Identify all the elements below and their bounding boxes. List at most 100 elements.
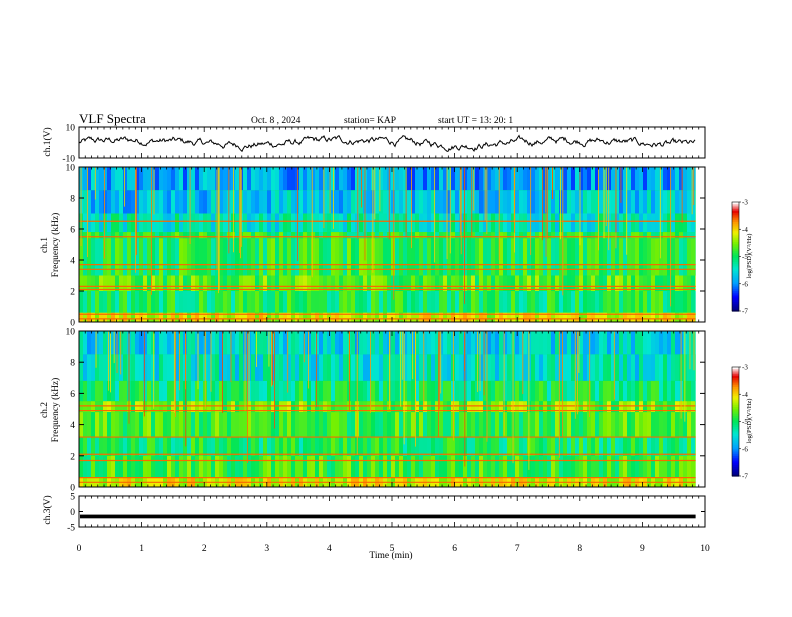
spectrogram-cell — [455, 331, 459, 355]
spectrogram-cell — [331, 401, 335, 413]
spectrogram-cell — [307, 275, 311, 291]
spectrogram-cell — [215, 312, 219, 322]
spectrogram-cell — [479, 232, 483, 239]
spectrogram-cell — [339, 167, 343, 191]
spectrogram-cell — [611, 354, 615, 381]
spectrogram-cell — [319, 331, 323, 355]
spectrogram-cell — [335, 401, 339, 413]
spectrogram-cell — [399, 401, 403, 413]
spectrogram-cell — [327, 455, 331, 478]
colorbar-swatch — [732, 394, 739, 397]
spectrogram-cell — [411, 412, 415, 438]
spectrogram-cell — [359, 232, 363, 239]
spectrogram-cell — [651, 354, 655, 381]
spectrogram-cell — [655, 437, 659, 456]
spectrogram-cell — [115, 437, 119, 456]
spectrogram-cell — [223, 190, 227, 214]
spectrogram-cell — [575, 455, 579, 478]
spectrogram-cell — [431, 167, 435, 191]
spectrogram-cell — [375, 437, 379, 456]
chart-title: VLF Spectra — [79, 111, 146, 126]
spectrogram-cell — [475, 455, 479, 478]
spectrogram-cell — [299, 238, 303, 276]
spectrogram-cell — [511, 213, 515, 233]
spectrogram-cell — [207, 437, 211, 456]
spectrogram-cell — [139, 331, 143, 355]
spectrogram-cell — [79, 312, 83, 322]
spectrogram-cell — [287, 455, 291, 478]
spectrogram-cell — [451, 232, 455, 239]
spectrogram-cell — [375, 380, 379, 402]
spectrogram-cell — [307, 291, 311, 313]
spectrogram-cell — [247, 213, 251, 233]
spectrogram-cell — [539, 354, 543, 381]
spectrogram-cell — [547, 455, 551, 478]
spectrogram-cell — [415, 232, 419, 239]
spectrogram-cell — [335, 412, 339, 438]
spectrogram-cell — [315, 455, 319, 478]
spectrogram-cell — [423, 380, 427, 402]
spectrogram-cell — [127, 213, 131, 233]
spectrogram-cell — [667, 190, 671, 214]
spectrogram-cell — [107, 238, 111, 276]
spectrogram-cell — [587, 401, 591, 413]
spectrogram-cell — [91, 380, 95, 402]
spectrogram-cell — [503, 331, 507, 355]
spectrogram-cell — [279, 238, 283, 276]
spectrogram-cell — [467, 455, 471, 478]
spectrogram-cell — [539, 380, 543, 402]
spectrogram-cell — [459, 312, 463, 322]
spectrogram-cell — [175, 312, 179, 322]
spectrogram-cell — [655, 190, 659, 214]
spectrogram-cell — [667, 380, 671, 402]
spectrogram-cell — [143, 291, 147, 313]
spectrogram-cell — [675, 167, 679, 191]
spectrogram-cell — [559, 312, 563, 322]
spectrogram-cell — [507, 412, 511, 438]
spectrogram-cell — [475, 190, 479, 214]
spectrogram-cell — [687, 455, 691, 478]
spectrogram-cell — [595, 412, 599, 438]
spectrogram-cell — [595, 455, 599, 478]
spectrogram-cell — [111, 380, 115, 402]
spectrogram-cell — [79, 380, 83, 402]
spectrogram-cell — [107, 401, 111, 413]
spectrogram-cell — [575, 354, 579, 381]
spectrogram-cell — [675, 437, 679, 456]
spectrogram-cell — [519, 238, 523, 276]
spectrogram-cell — [611, 190, 615, 214]
spectrogram-cell — [403, 412, 407, 438]
spectrogram-cell — [583, 380, 587, 402]
spectrogram-cell — [119, 401, 123, 413]
spectrogram-cell — [175, 412, 179, 438]
colorbar-swatch — [732, 203, 739, 207]
spectrogram-cell — [219, 354, 223, 381]
spectrogram-cell — [379, 401, 383, 413]
spectrogram-cell — [351, 213, 355, 233]
spectrogram-cell — [631, 455, 635, 478]
spectrogram-cell — [159, 354, 163, 381]
spectrogram-cell — [211, 354, 215, 381]
spectrogram-cell — [659, 275, 663, 291]
spectrogram-cell — [199, 238, 203, 276]
spectrogram-cell — [279, 167, 283, 191]
spectrogram-cell — [331, 331, 335, 355]
spectrogram-cell — [567, 167, 571, 191]
spectrogram-cell — [539, 213, 543, 233]
spectrogram-cell — [387, 455, 391, 478]
spectrogram-cell — [267, 401, 271, 413]
spectrogram-cell — [163, 291, 167, 313]
spectrogram-cell — [603, 291, 607, 313]
spectrogram-cell — [103, 412, 107, 438]
spectrogram-cell — [671, 213, 675, 233]
spectrogram-cell — [511, 455, 515, 478]
spectrogram-cell — [79, 437, 83, 456]
spectrogram-cell — [591, 331, 595, 355]
spectrogram-cell — [251, 331, 255, 355]
spectrogram-cell — [551, 238, 555, 276]
spectrogram-cell — [187, 213, 191, 233]
spectrogram-cell — [151, 275, 155, 291]
spectrogram-cell — [595, 380, 599, 402]
spectrogram-cell — [519, 401, 523, 413]
spectrogram-cell — [379, 213, 383, 233]
